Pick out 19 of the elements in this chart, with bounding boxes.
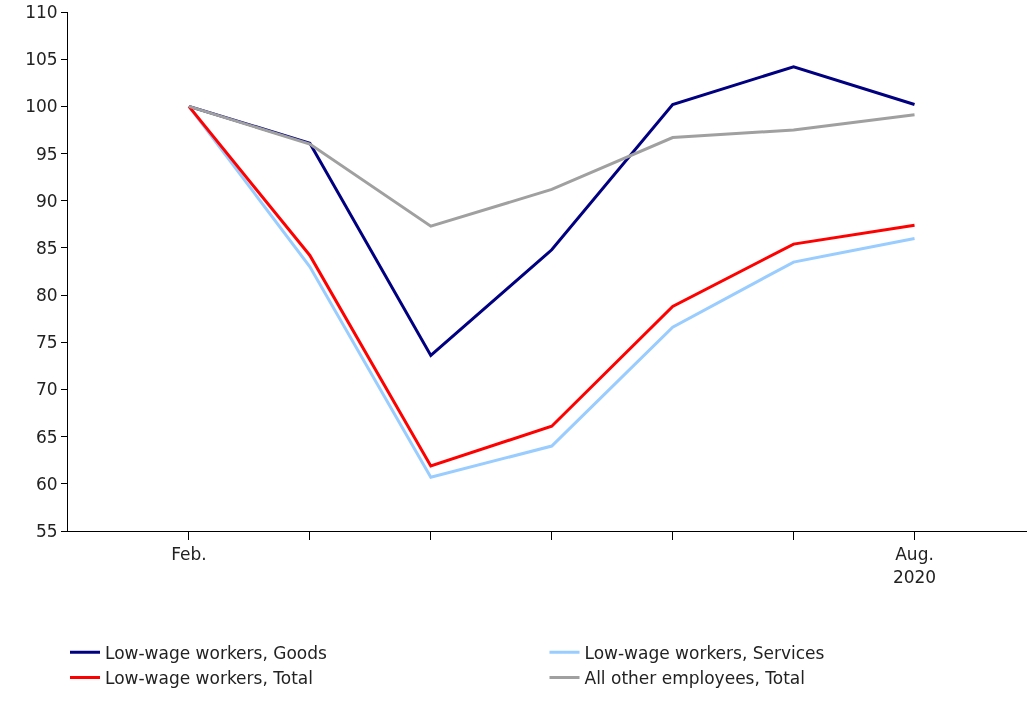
line-series xyxy=(187,104,917,228)
y-tick-label: 80 xyxy=(35,285,58,306)
y-tick-label: 105 xyxy=(25,49,58,70)
y-tick-label: 110 xyxy=(25,1,58,22)
legend-label: All other employees, Total xyxy=(584,668,805,689)
x-tick-label: Feb. xyxy=(171,544,207,565)
legend-label: Low-wage workers, Goods xyxy=(105,642,327,663)
y-tick-label: 65 xyxy=(35,426,58,447)
y-tick-label: 55 xyxy=(35,520,58,541)
y-tick-label: 75 xyxy=(35,332,58,353)
y-tick-label: 60 xyxy=(35,473,58,494)
y-tick-label: 90 xyxy=(35,190,58,211)
y-tick-label: 85 xyxy=(35,237,58,258)
legend-label: Low-wage workers, Total xyxy=(105,668,313,689)
legend-label: Low-wage workers, Services xyxy=(584,642,825,663)
y-tick-label: 70 xyxy=(35,379,58,400)
y-tick-label: 100 xyxy=(25,96,58,117)
x-tick-label: Aug. 2020 xyxy=(892,544,937,587)
y-tick-label: 95 xyxy=(35,143,58,164)
